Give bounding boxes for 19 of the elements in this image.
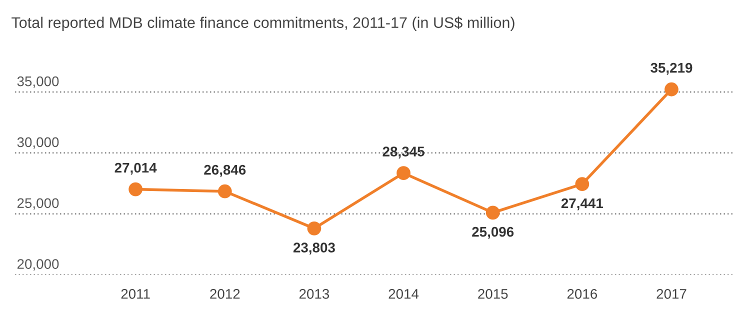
data-label: 35,219 <box>650 62 692 75</box>
x-tick-label: 2012 <box>210 288 240 299</box>
data-label: 27,014 <box>114 162 157 175</box>
chart-title: Total reported MDB climate finance commitments, 2011-17 (in US$ million) <box>12 16 514 32</box>
data-label: 26,846 <box>204 164 246 177</box>
y-tick-label: 25,000 <box>17 198 59 210</box>
data-label: 23,803 <box>293 242 335 255</box>
x-tick-label: 2013 <box>299 288 330 299</box>
data-label: 28,345 <box>382 146 424 158</box>
x-tick-label: 2017 <box>656 288 686 299</box>
y-tick-label: 30,000 <box>17 137 59 149</box>
x-tick-label: 2015 <box>478 288 508 299</box>
y-tick-label: 35,000 <box>17 76 59 88</box>
data-label: 27,441 <box>561 198 604 210</box>
x-tick-label: 2014 <box>388 288 419 299</box>
y-tick-label: 20,000 <box>17 259 59 271</box>
data-label: 25,096 <box>472 226 514 239</box>
x-tick-label: 2016 <box>567 288 598 299</box>
x-tick-label: 2011 <box>121 288 150 299</box>
